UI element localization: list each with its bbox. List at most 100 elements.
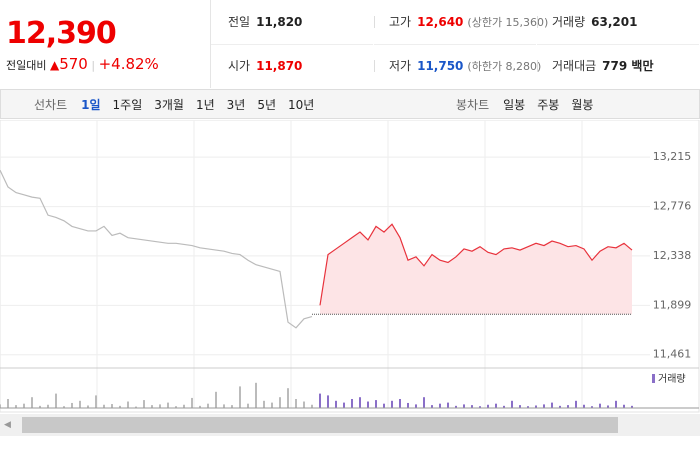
divider: | [91,59,96,72]
volume-bar [351,399,353,408]
tab[interactable]: 주봉 [537,98,560,112]
price-line [0,169,313,329]
volume-bar [343,402,345,408]
volume-bar [23,403,25,408]
volume-bar [439,403,441,408]
volume-bar [87,405,89,408]
volume-bar [295,399,297,408]
volume-bar [151,405,153,408]
volume-bar [0,404,1,408]
scroll-left[interactable]: ◀ [4,420,11,430]
volume-bar [359,397,361,408]
volume-bar [103,404,105,408]
stat-label: 시가 [228,59,251,73]
stat: 저가 11,750 (하한가 8,280) [374,44,541,88]
chart: 13,215 12,776 12,338 11,899 11,461 거래량 [0,120,700,413]
volume-bar [543,404,545,408]
sep [537,16,538,28]
tab[interactable]: 1일 [81,98,101,112]
volume-bar [63,406,65,408]
stat-label: 저가 [389,59,412,73]
volume-bar [303,401,305,408]
volume-bar [311,404,313,408]
volume-bar [511,400,513,408]
volume-bar [463,404,465,408]
volume-bar [567,405,569,408]
volume-bar [503,405,505,408]
area [320,224,632,315]
volume-bar [111,404,113,408]
tab[interactable]: 10년 [288,98,315,112]
volume-bar [447,402,449,408]
volume-bar [215,391,217,408]
volume-bar [263,400,265,408]
volume-bar [39,405,41,408]
volume-bar [631,405,633,408]
volume-bar [479,406,481,408]
price-line [319,223,633,306]
scrollbar[interactable]: ◀ [0,414,700,436]
tab[interactable]: 월봉 [571,98,594,112]
volume-bar [287,388,289,408]
volume-bar [191,397,193,408]
up-icon: ▲ [49,58,60,72]
volume-bar [119,405,121,408]
tab[interactable]: 3년 [226,98,246,112]
volume-bar [79,400,81,408]
stat-value: 63,201 [591,15,638,29]
sep [374,60,375,72]
y-tick-label: 12,338 [653,249,692,262]
volume-bar [335,400,337,408]
tab[interactable]: 일봉 [503,98,526,112]
volume-bar [231,405,233,408]
sep [374,16,375,28]
volume-bar [247,403,249,408]
volume-bar [135,406,137,408]
volume-bar [607,405,609,408]
scroll-thumb[interactable] [22,417,618,433]
y-tick-label: 13,215 [653,150,692,163]
volume-bar [327,395,329,408]
volume-bar [375,400,377,408]
volume-bar [399,399,401,408]
change-row: 전일대비 ▲570 | +4.82% [6,55,159,73]
stat-value: 11,870 [256,59,303,73]
y-tick-label: 12,776 [653,200,692,213]
quote-box: 12,390 전일대비 ▲570 | +4.82% [0,0,211,88]
tab[interactable]: 1주일 [112,98,143,112]
y-tick-label: 11,899 [653,298,692,311]
stat-label: 전일 [228,15,251,29]
volume-bar [415,404,417,408]
volume-bar [199,405,201,408]
stat-value: 12,640 [417,15,464,29]
volume-bar [143,400,145,408]
price: 12,390 [6,16,117,51]
stat-note: (하한가 8,280) [467,60,542,73]
volume-bar [423,397,425,408]
volume-bar [591,406,593,408]
volume-bar [71,402,73,408]
tab[interactable]: 5년 [257,98,277,112]
stat-value: 11,820 [256,15,303,29]
legend-swatch [652,374,655,383]
change: 570 [59,55,88,73]
stat: 전일 11,820 [211,0,373,45]
stat-label: 거래대금 [552,59,597,73]
tab-group-label: 봉차트 [456,98,490,112]
tab[interactable]: 1년 [195,98,215,112]
stat: 시가 11,870 [211,44,373,88]
volume-bar [127,401,129,408]
volume-bar [223,404,225,408]
volume-bar [559,405,561,408]
stat: 고가 12,640 (상한가 15,360) [374,0,548,45]
line-tabs: 선차트 1일 1주일 3개월 1년 3년 5년 10년 [34,90,326,119]
volume-bar [583,404,585,408]
volume-bar [167,402,169,408]
volume-bar [599,403,601,408]
volume-bar [319,393,321,408]
volume-bar [175,406,177,408]
tab[interactable]: 3개월 [154,98,184,112]
volume-bar [279,397,281,408]
stat: 거래량 63,201 [537,0,699,45]
